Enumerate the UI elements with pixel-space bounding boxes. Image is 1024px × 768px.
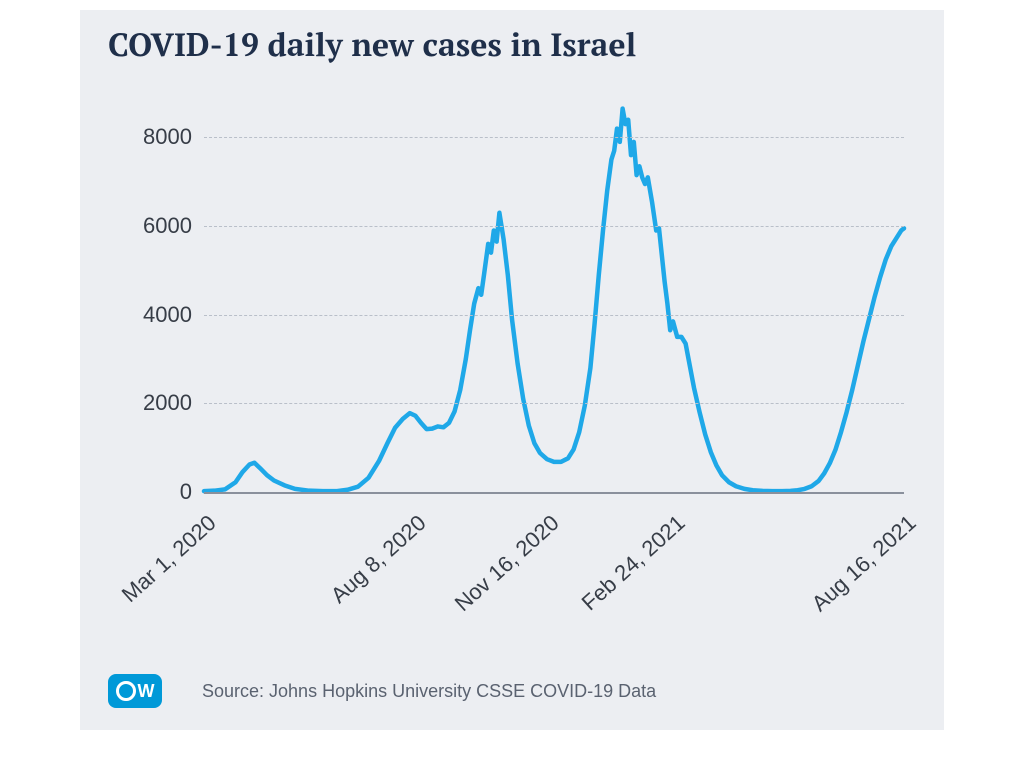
dw-logo: W bbox=[108, 674, 162, 708]
gridline bbox=[204, 403, 904, 404]
x-tick-label: Aug 8, 2020 bbox=[326, 510, 432, 609]
dw-logo-d-icon bbox=[116, 681, 136, 701]
source-text: Source: Johns Hopkins University CSSE CO… bbox=[202, 681, 656, 702]
x-tick-label: Aug 16, 2021 bbox=[807, 510, 922, 617]
y-tick-label: 6000 bbox=[92, 213, 192, 239]
chart-plot-area: 02000400060008000Mar 1, 2020Aug 8, 2020N… bbox=[204, 102, 904, 492]
chart-card: COVID-19 daily new cases in Israel 02000… bbox=[80, 10, 944, 730]
x-tick-label: Mar 1, 2020 bbox=[117, 510, 222, 608]
x-axis-baseline bbox=[204, 492, 904, 494]
y-tick-label: 4000 bbox=[92, 302, 192, 328]
y-tick-label: 0 bbox=[92, 479, 192, 505]
chart-footer: W Source: Johns Hopkins University CSSE … bbox=[108, 674, 656, 708]
y-tick-label: 2000 bbox=[92, 390, 192, 416]
gridline bbox=[204, 137, 904, 138]
x-tick-label: Nov 16, 2020 bbox=[450, 510, 565, 617]
dw-logo-w: W bbox=[138, 682, 155, 700]
series-path bbox=[204, 109, 904, 491]
line-series bbox=[204, 102, 904, 492]
gridline bbox=[204, 315, 904, 316]
y-tick-label: 8000 bbox=[92, 124, 192, 150]
chart-title: COVID-19 daily new cases in Israel bbox=[108, 24, 636, 66]
gridline bbox=[204, 226, 904, 227]
x-tick-label: Feb 24, 2021 bbox=[577, 510, 691, 616]
